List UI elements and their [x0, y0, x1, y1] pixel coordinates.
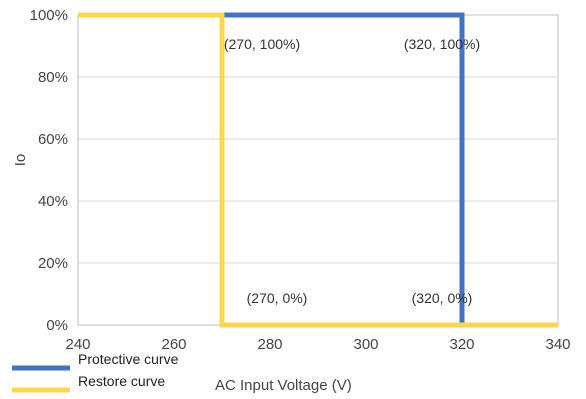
legend-entry: Protective curve [78, 351, 179, 367]
series-layer [78, 12, 558, 328]
y-axis-title: Io [12, 154, 29, 167]
x-tick-label: 300 [353, 336, 378, 353]
x-tick-label: 320 [449, 336, 474, 353]
data-label: (270, 100%) [224, 36, 300, 52]
data-label: (320, 0%) [412, 290, 473, 306]
data-label: (320, 100%) [404, 36, 480, 52]
data-label: (270, 0%) [247, 290, 308, 306]
x-tick-label: 240 [65, 336, 90, 353]
y-tick-label: 100% [30, 7, 68, 24]
grid-layer [77, 14, 559, 326]
x-tick-label: 280 [257, 336, 282, 353]
plot-area [77, 14, 559, 326]
legend-entry: Restore curve [78, 373, 165, 389]
x-tick-label: 260 [161, 336, 186, 353]
annotation-layer: (270, 100%) (320, 100%) (270, 0%) (320, 0%) [224, 36, 480, 306]
y-tick-label: 80% [38, 69, 68, 86]
series-line-restore [78, 12, 558, 328]
y-tick-label: 40% [38, 193, 68, 210]
y-tick-label: 60% [38, 131, 68, 148]
y-tick-label: 20% [38, 255, 68, 272]
x-axis-title: AC Input Voltage (V) [215, 377, 352, 394]
tick-layer: 0% 20% 40% 60% 80% 100% 240 260 280 300 320 340 [30, 7, 571, 353]
legend: Protective curve Restore curve [12, 351, 179, 393]
y-tick-label: 0% [46, 317, 68, 334]
x-tick-label: 340 [545, 336, 570, 353]
